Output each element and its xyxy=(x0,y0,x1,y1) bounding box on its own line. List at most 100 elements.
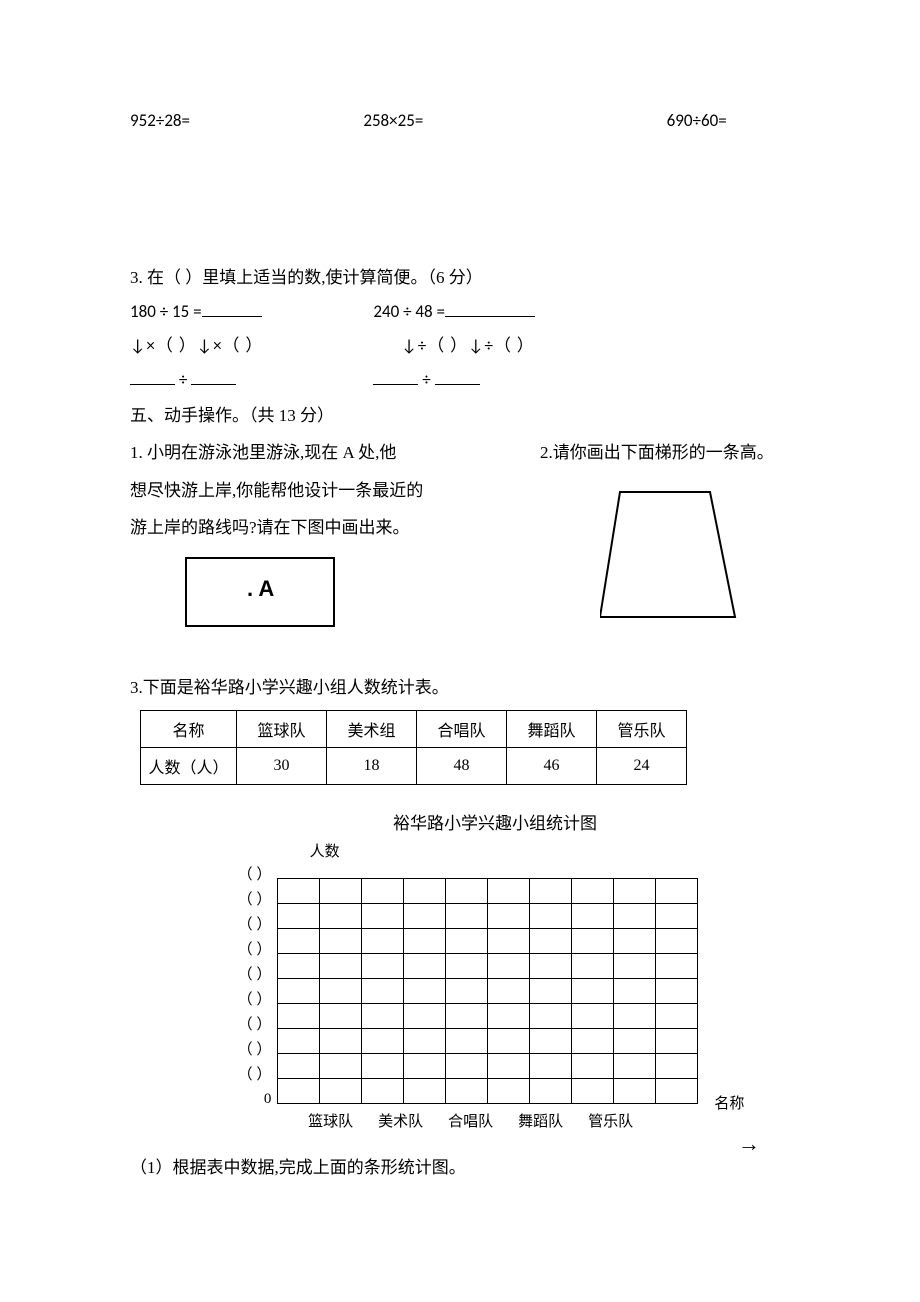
chart-cell xyxy=(404,903,446,928)
chart-cell xyxy=(656,1003,698,1028)
chart-cell xyxy=(488,953,530,978)
table-data-row: 人数（人） 30 18 48 46 24 xyxy=(141,748,687,785)
td-basketball: 30 xyxy=(237,748,327,785)
chart-ytick: （ ） xyxy=(238,863,272,888)
chart-cell xyxy=(488,1053,530,1078)
blank[interactable] xyxy=(130,368,175,385)
chart-cell xyxy=(572,878,614,903)
chart-cell xyxy=(404,953,446,978)
chart-cell xyxy=(614,928,656,953)
chart-cell xyxy=(446,1053,488,1078)
blank[interactable] xyxy=(445,300,535,317)
q1-line3: 游上岸的路线吗?请在下图中画出来。 xyxy=(130,509,500,546)
trapezoid-figure xyxy=(540,482,800,645)
chart-cell xyxy=(320,903,362,928)
chart-cell xyxy=(656,1028,698,1053)
section5-title: 五、动手操作。（共 13 分） xyxy=(130,397,800,434)
chart-cell xyxy=(446,1078,488,1103)
chart-title: 裕华路小学兴趣小组统计图 xyxy=(130,809,800,834)
chart-cell xyxy=(614,1028,656,1053)
chart-cell xyxy=(404,1078,446,1103)
q3-right-expr: 240 ÷ 48 = xyxy=(373,301,445,322)
chart-cell xyxy=(572,1053,614,1078)
chart-cell xyxy=(278,1078,320,1103)
chart-cell xyxy=(446,1028,488,1053)
chart-cell xyxy=(572,978,614,1003)
chart-cell xyxy=(446,953,488,978)
chart-cell xyxy=(656,1078,698,1103)
th-band: 管乐队 xyxy=(597,711,687,748)
stats-table: 名称 篮球队 美术组 合唱队 舞蹈队 管乐队 人数（人） 30 18 48 46… xyxy=(140,710,687,785)
chart-cell xyxy=(404,1053,446,1078)
chart-cell xyxy=(656,878,698,903)
chart-ytick: （ ） xyxy=(238,938,272,963)
chart-xtick: 管乐队 xyxy=(576,1110,646,1131)
q3-right: 240 ÷ 48 = ↓÷（ ）↓÷（ ） ÷ xyxy=(373,295,535,397)
chart-cell xyxy=(362,978,404,1003)
td-dance: 46 xyxy=(507,748,597,785)
chart-cell xyxy=(446,903,488,928)
chart-ytick: （ ） xyxy=(238,1063,272,1088)
q3-left: 180 ÷ 15 = ↓×（ ）↓×（ ） ÷ xyxy=(130,295,263,397)
chart-cell xyxy=(320,978,362,1003)
chart-cell xyxy=(278,878,320,903)
q3-title: 3. 在（ ）里填上适当的数,使计算简便。（6 分） xyxy=(130,261,800,295)
q3b-title: 3.下面是裕华路小学兴趣小组人数统计表。 xyxy=(130,673,800,698)
chart-cell xyxy=(278,953,320,978)
th-name: 名称 xyxy=(141,711,237,748)
chart-cell xyxy=(362,1028,404,1053)
q2-line1: 2.请你画出下面梯形的一条高。 xyxy=(540,434,800,471)
chart-cell xyxy=(614,903,656,928)
chart-cell xyxy=(446,928,488,953)
chart-cell xyxy=(446,978,488,1003)
q3-left-expr: 180 ÷ 15 = xyxy=(130,301,202,322)
chart-cell xyxy=(530,1053,572,1078)
chart-cell xyxy=(572,1028,614,1053)
blank[interactable] xyxy=(202,300,262,317)
q1-line2: 想尽快游上岸,你能帮他设计一条最近的 xyxy=(130,472,500,509)
chart-cell xyxy=(488,1003,530,1028)
chart-cell xyxy=(488,1078,530,1103)
chart-cell xyxy=(320,928,362,953)
chart-cell xyxy=(488,978,530,1003)
trapezoid-shape xyxy=(600,492,735,617)
chart-cell xyxy=(278,1053,320,1078)
th-choir: 合唱队 xyxy=(417,711,507,748)
point-A: . A xyxy=(247,565,274,613)
blank[interactable] xyxy=(435,368,480,385)
chart-cell xyxy=(362,878,404,903)
chart-y-label: 人数 xyxy=(310,840,699,861)
q1-line1: 1. 小明在游泳池里游泳,现在 A 处,他 xyxy=(130,434,500,471)
th-art: 美术组 xyxy=(327,711,417,748)
td-art: 18 xyxy=(327,748,417,785)
chart-cell xyxy=(656,903,698,928)
chart-cell xyxy=(614,1053,656,1078)
bar-chart: 裕华路小学兴趣小组统计图 人数 （ ）（ ）（ ）（ ）（ ）（ ）（ ）（ ）… xyxy=(130,809,800,1151)
chart-ytick: （ ） xyxy=(238,888,272,913)
chart-zero: 0 xyxy=(238,1088,272,1104)
chart-cell xyxy=(278,903,320,928)
chart-cell xyxy=(572,903,614,928)
chart-xtick: 舞蹈队 xyxy=(506,1110,576,1131)
chart-cell xyxy=(656,978,698,1003)
chart-cell xyxy=(614,1003,656,1028)
chart-cell xyxy=(656,928,698,953)
chart-cell xyxy=(362,903,404,928)
chart-cell xyxy=(656,1053,698,1078)
chart-cell xyxy=(614,978,656,1003)
question-2: 2.请你画出下面梯形的一条高。 xyxy=(540,434,800,645)
chart-cell xyxy=(488,1028,530,1053)
chart-ytick: （ ） xyxy=(238,1038,272,1063)
td-choir: 48 xyxy=(417,748,507,785)
table-header-row: 名称 篮球队 美术组 合唱队 舞蹈队 管乐队 xyxy=(141,711,687,748)
chart-cell xyxy=(446,1003,488,1028)
chart-xtick: 合唱队 xyxy=(436,1110,506,1131)
chart-cell xyxy=(572,1078,614,1103)
blank[interactable] xyxy=(191,368,236,385)
blank[interactable] xyxy=(373,368,418,385)
q3-right-arrows: ↓÷（ ）↓÷（ ） xyxy=(373,329,535,363)
chart-cell xyxy=(530,1078,572,1103)
chart-cell xyxy=(362,1053,404,1078)
chart-cell xyxy=(530,978,572,1003)
chart-cell xyxy=(530,903,572,928)
